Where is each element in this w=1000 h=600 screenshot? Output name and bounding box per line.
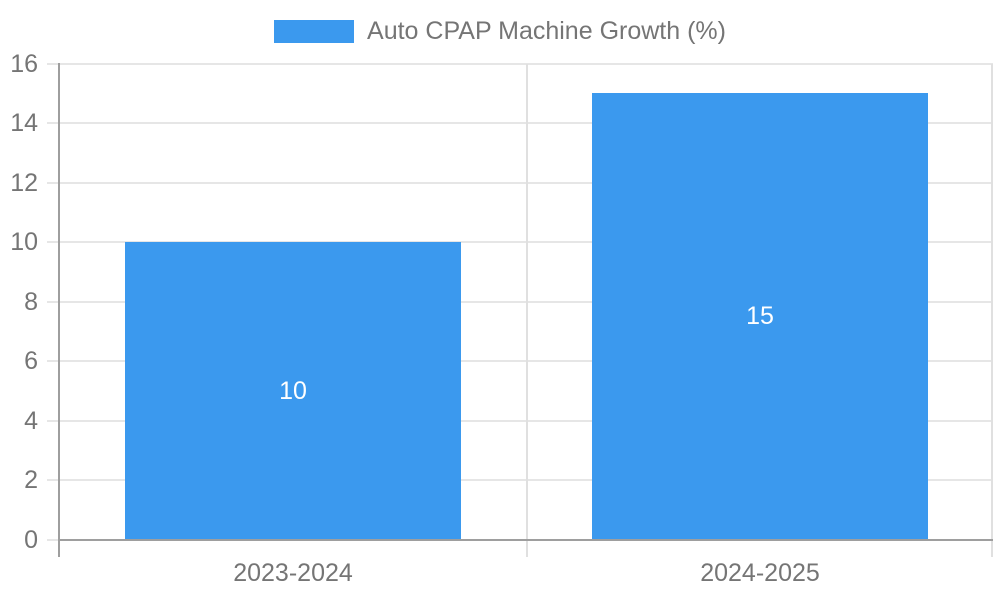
x-tick-label: 2023-2024	[233, 559, 353, 587]
y-tick-label: 10	[10, 228, 38, 256]
gridline	[47, 479, 993, 481]
y-tick-label: 0	[24, 526, 38, 554]
bar[interactable]: 15	[592, 93, 928, 540]
gridline	[47, 122, 993, 124]
gridline	[47, 241, 993, 243]
bar[interactable]: 10	[125, 242, 461, 540]
y-axis-line	[58, 63, 60, 557]
y-tick-label: 6	[24, 347, 38, 375]
legend-swatch	[274, 19, 355, 43]
x-axis-line	[59, 539, 993, 541]
y-tick-label: 8	[24, 288, 38, 316]
bar-value-label: 15	[746, 302, 774, 330]
x-tick-label: 2024-2025	[700, 559, 820, 587]
category-divider	[526, 64, 528, 557]
plot-right-border	[991, 64, 993, 557]
y-tick-label: 2	[24, 466, 38, 494]
y-tick-label: 12	[10, 169, 38, 197]
y-tick-label: 4	[24, 407, 38, 435]
y-tick-label: 16	[10, 50, 38, 78]
gridline	[47, 360, 993, 362]
bar-value-label: 10	[279, 376, 307, 405]
gridline	[47, 63, 993, 65]
legend-label: Auto CPAP Machine Growth (%)	[367, 16, 726, 45]
legend[interactable]: Auto CPAP Machine Growth (%)	[0, 17, 1000, 45]
y-tick-label: 14	[10, 109, 38, 137]
gridline	[47, 182, 993, 184]
gridline	[47, 420, 993, 422]
gridline	[47, 301, 993, 303]
